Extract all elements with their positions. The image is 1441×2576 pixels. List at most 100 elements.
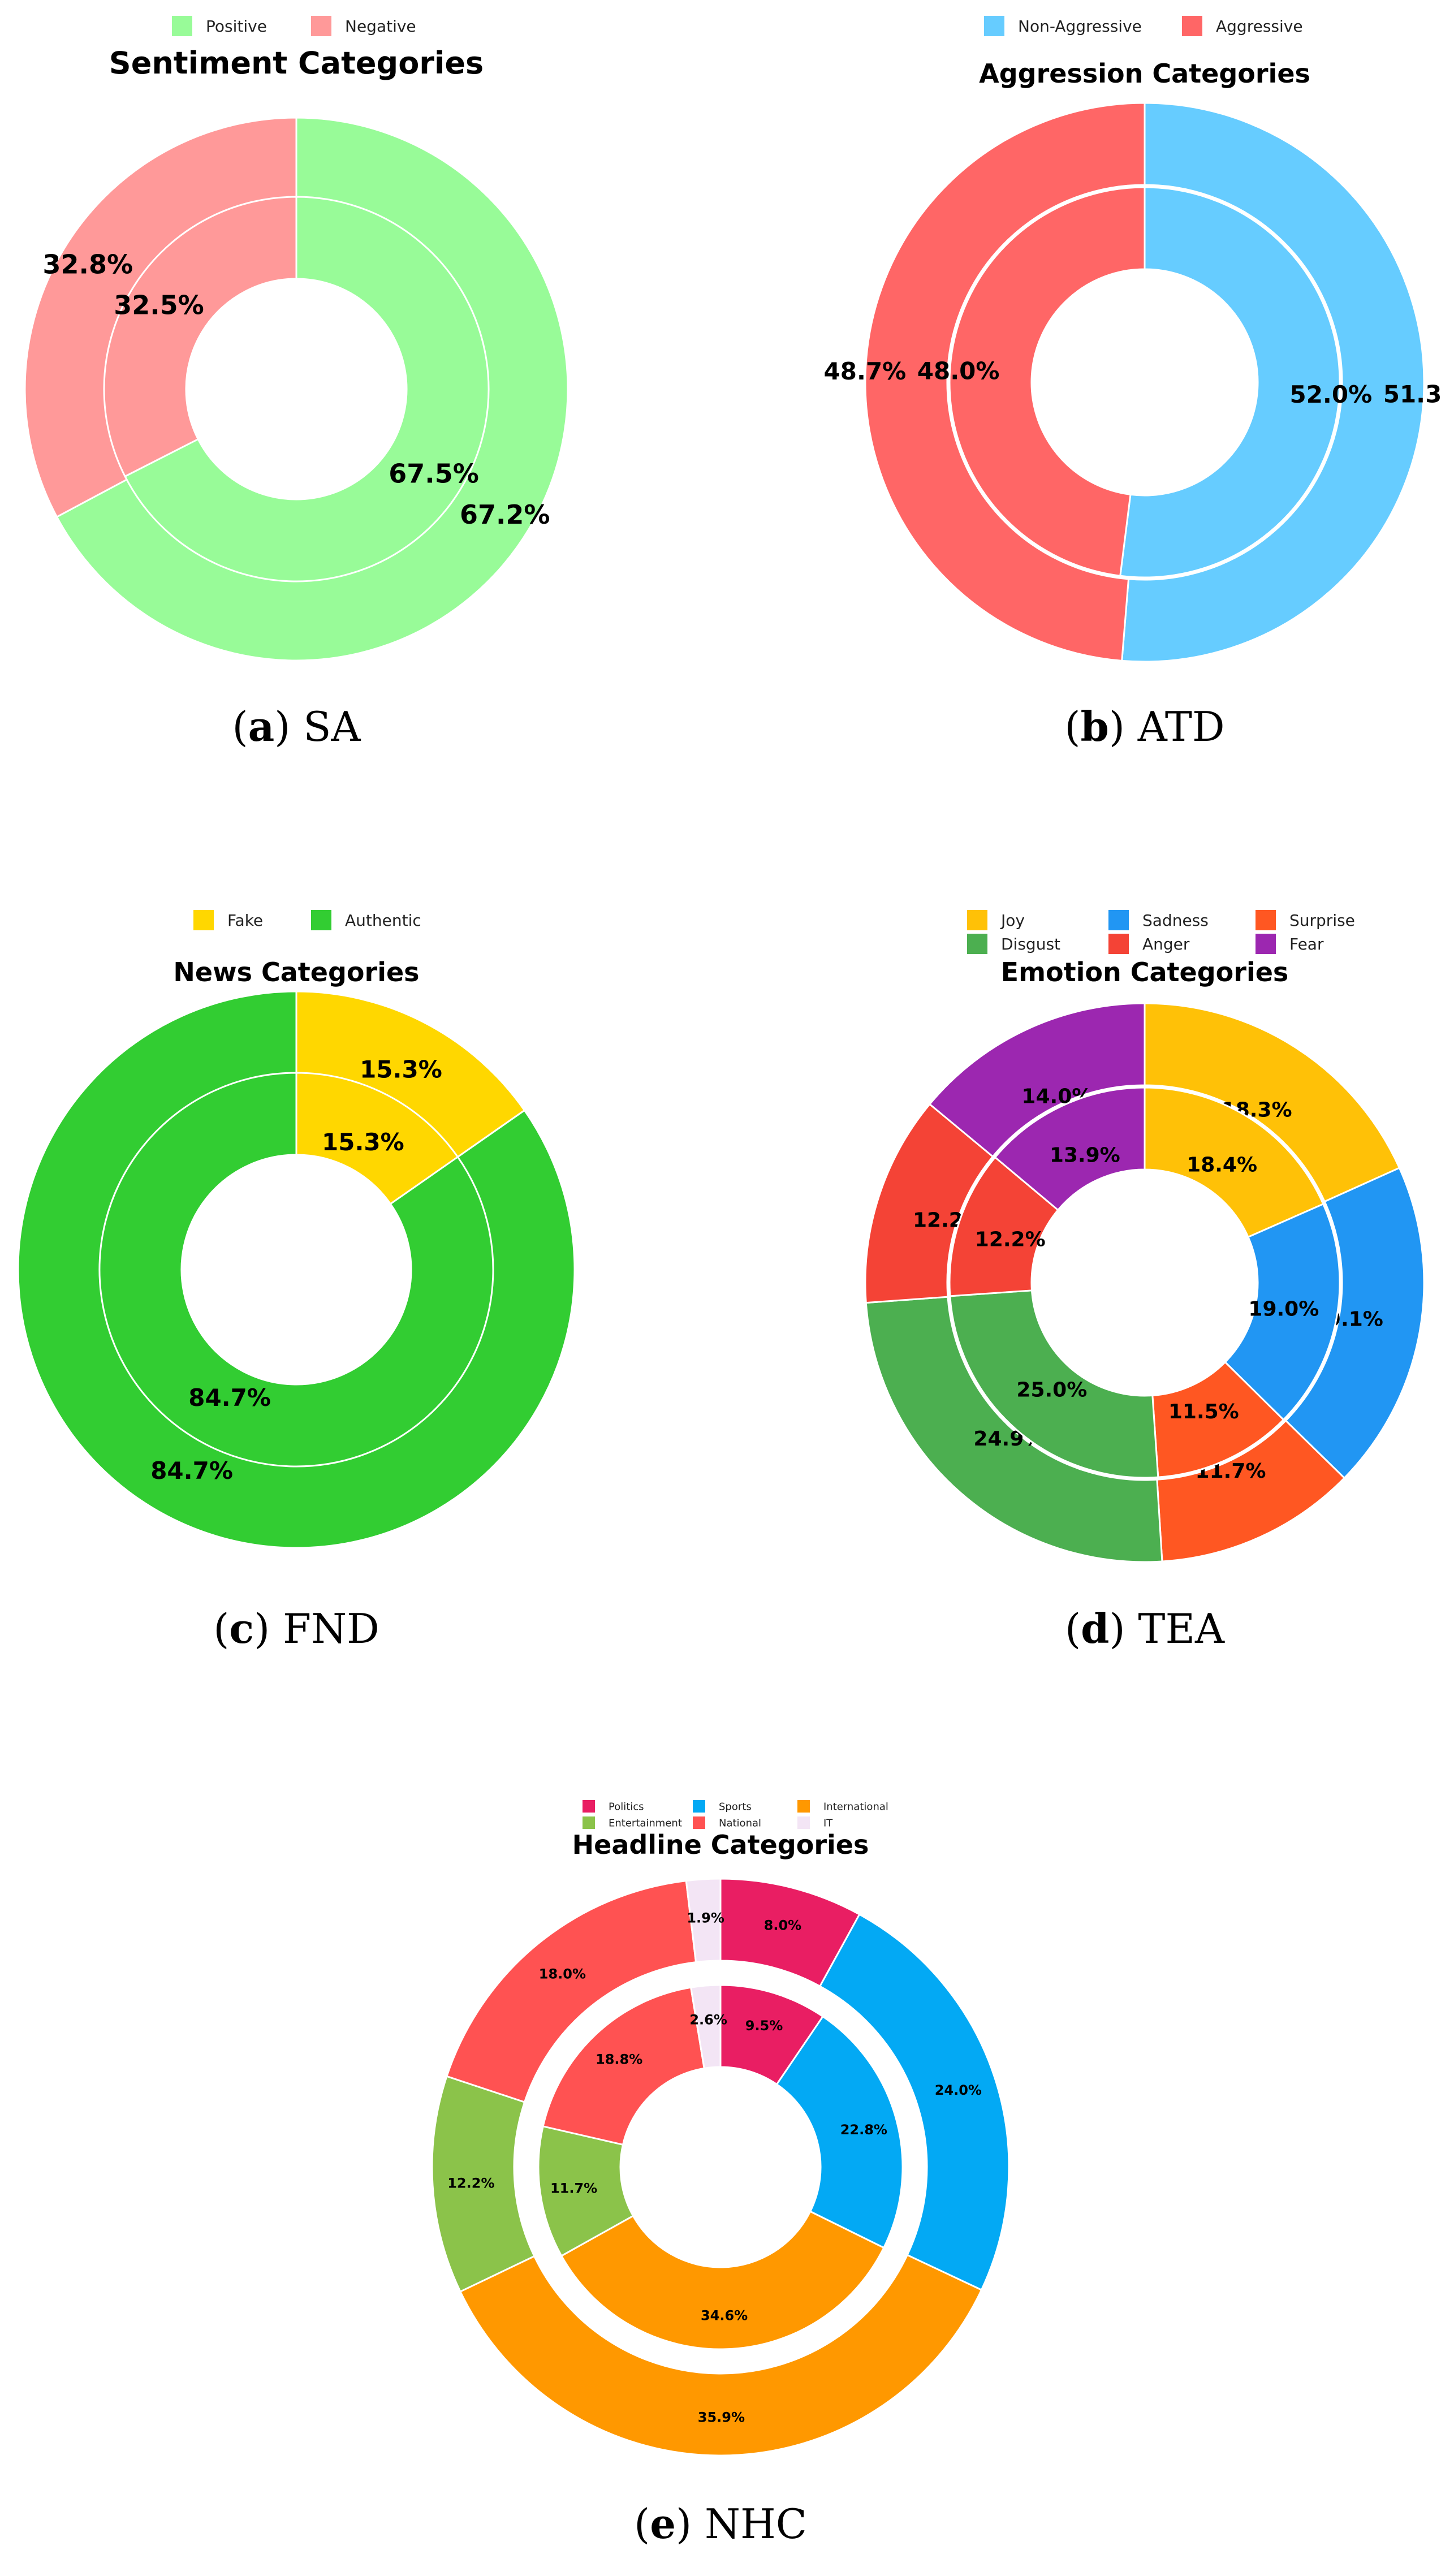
data-label: 48.0% xyxy=(917,357,1000,385)
legend-label: Fear xyxy=(1289,935,1324,953)
inner-ring: 18.4% 19.0% 11.5% 25.0% 12.2% 13.9% xyxy=(948,1086,1341,1479)
data-label: 35.9% xyxy=(698,2410,745,2426)
slice-sports xyxy=(818,1913,1010,2292)
inner-ring: 67.5% 32.5% xyxy=(103,196,490,582)
caption-letter: d xyxy=(1081,1604,1109,1652)
chart-title: Sentiment Categories xyxy=(109,45,484,81)
legend-label: Joy xyxy=(1000,911,1025,930)
panel-atd: Non-Aggressive Aggressive Aggression Categ… xyxy=(824,16,1441,750)
data-label: 34.6% xyxy=(701,2308,748,2324)
slice-authentic xyxy=(98,1072,494,1468)
data-label: 84.7% xyxy=(150,1457,233,1485)
slice-international xyxy=(560,2210,885,2350)
legend-swatch xyxy=(1108,934,1129,954)
legend-label: Fake xyxy=(227,911,263,930)
legend-swatch xyxy=(797,1816,810,1829)
legend-label: Anger xyxy=(1142,935,1190,953)
inner-ring: 15.3% 84.7% xyxy=(98,1072,494,1468)
subfigure-caption: (a) SA xyxy=(232,702,361,750)
slice-fear xyxy=(928,1002,1146,1158)
legend-label: Aggressive xyxy=(1216,17,1303,36)
legend-label: IT xyxy=(823,1817,833,1829)
caption-name: FND xyxy=(283,1605,379,1652)
caption-letter: e xyxy=(650,2500,676,2548)
subfigure-caption: (b) ATD xyxy=(1064,702,1224,750)
data-label: 52.0% xyxy=(1289,381,1372,408)
slice-it xyxy=(685,1878,722,1964)
slice-negative xyxy=(103,196,297,478)
slice-joy xyxy=(1144,1002,1401,1203)
legend-swatch xyxy=(311,16,331,36)
data-label: 2.6% xyxy=(689,2012,727,2028)
subfigure-caption: (d) TEA xyxy=(1065,1604,1225,1652)
legend-swatch xyxy=(1256,934,1276,954)
caption-letter: b xyxy=(1080,702,1108,750)
inner-ring: 9.5% 22.8% 34.6% 11.7% 18.8% 2.6% xyxy=(537,1984,904,2350)
slice-sadness xyxy=(1284,1167,1425,1479)
slice-positive xyxy=(124,196,490,582)
data-label: 18.4% xyxy=(1187,1154,1257,1177)
subfigure-caption: (e) NHC xyxy=(634,2500,807,2548)
legend-swatch xyxy=(172,16,192,36)
data-label: 18.0% xyxy=(539,1966,586,1982)
data-label: 25.0% xyxy=(1016,1379,1087,1402)
legend-swatch xyxy=(1108,910,1129,930)
panel-tea: Joy Sadness Surprise Disgust Anger FearEmotio… xyxy=(864,910,1425,1652)
data-label: 13.9% xyxy=(1050,1144,1120,1167)
outer-ring: 8.0% 24.0% 35.9% 12.2% 18.0% 1.9% xyxy=(431,1878,1010,2457)
data-label: 19.0% xyxy=(1248,1297,1319,1321)
legend-swatch xyxy=(311,910,331,930)
data-label: 48.7% xyxy=(824,357,907,385)
slice-it xyxy=(689,1984,722,2070)
legend-swatch xyxy=(1182,16,1202,36)
caption-letter: a xyxy=(248,702,275,750)
caption-name: ATD xyxy=(1137,703,1225,750)
panel-nhc: Politics Sports International Entertainment… xyxy=(431,1800,1010,2548)
data-label: 67.5% xyxy=(389,458,479,489)
legend-label: Politics xyxy=(609,1801,644,1813)
legend-label: Positive xyxy=(206,17,267,36)
slice-non-aggressive xyxy=(1121,102,1425,663)
legend-label: Sports xyxy=(719,1801,752,1813)
slice-sadness xyxy=(1224,1203,1341,1421)
legend-swatch xyxy=(984,16,1004,36)
legend: Positive Negative xyxy=(172,16,416,36)
legend-swatch xyxy=(693,1816,705,1829)
slice-national xyxy=(542,1986,705,2146)
chart-title: Headline Categories xyxy=(572,1829,869,1860)
slice-disgust xyxy=(865,1296,1163,1563)
panel-sa: Positive Negative Sentiment Categories 67.2… xyxy=(24,16,569,750)
legend-swatch xyxy=(193,910,214,930)
data-label: 18.8% xyxy=(596,2052,642,2068)
legend-swatch xyxy=(967,934,987,954)
inner-ring: 52.0% 48.0% xyxy=(917,186,1372,579)
legend-label: National xyxy=(719,1817,761,1829)
legend-label: Entertainment xyxy=(609,1817,682,1829)
slice-international xyxy=(459,2254,983,2457)
legend-swatch xyxy=(693,1800,705,1813)
slice-non-aggressive xyxy=(1119,186,1341,579)
legend: Joy Sadness Surprise Disgust Anger Fear xyxy=(967,910,1355,954)
slice-aggressive xyxy=(864,102,1146,662)
legend-swatch xyxy=(1256,910,1276,930)
caption-name: SA xyxy=(303,703,361,750)
legend-swatch xyxy=(583,1816,595,1829)
data-label: 11.7% xyxy=(550,2181,597,2197)
legend-label: Disgust xyxy=(1001,935,1060,953)
legend: Non-Aggressive Aggressive xyxy=(984,16,1303,36)
chart-title: Aggression Categories xyxy=(979,58,1310,89)
legend-swatch xyxy=(967,910,987,930)
subfigure-caption: (c) FND xyxy=(213,1604,379,1652)
legend-label: Authentic xyxy=(345,911,421,930)
data-label: 12.2% xyxy=(975,1228,1046,1252)
data-label: 24.0% xyxy=(935,2082,982,2098)
legend-label: Sadness xyxy=(1142,911,1209,930)
outer-ring: 51.3% 48.7% xyxy=(824,102,1441,663)
legend-label: Negative xyxy=(345,17,416,36)
slice-aggressive xyxy=(948,186,1146,577)
data-label: 84.7% xyxy=(188,1384,271,1412)
chart-title: Emotion Categories xyxy=(1001,957,1289,987)
data-label: 22.8% xyxy=(840,2122,887,2138)
